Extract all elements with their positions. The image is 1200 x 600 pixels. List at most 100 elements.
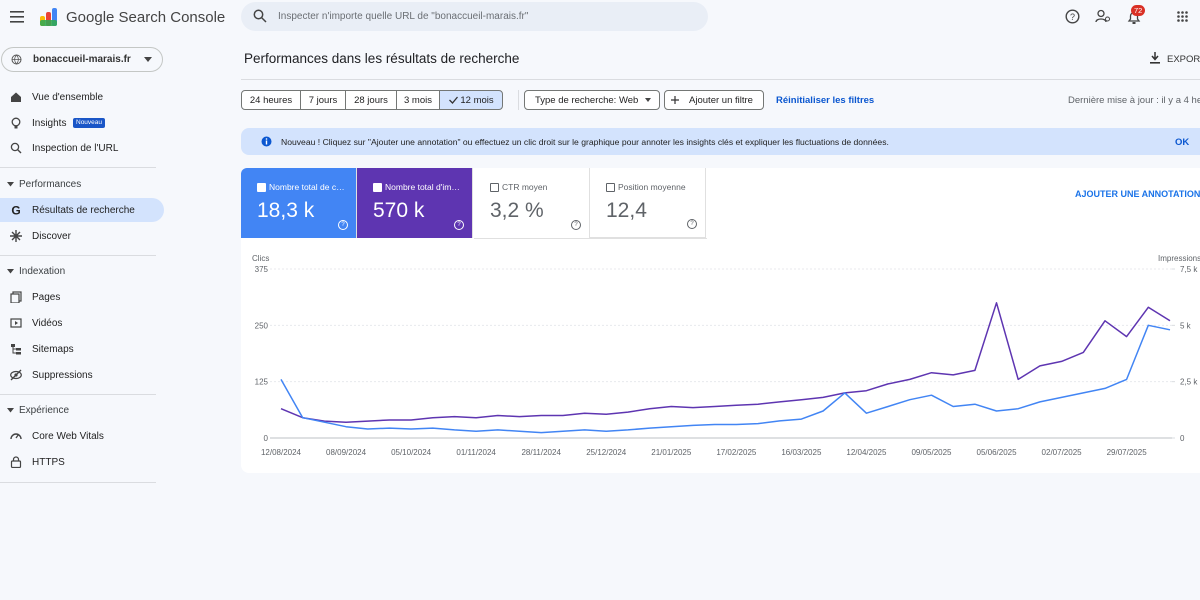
range-button-selected[interactable]: 12 mois	[439, 90, 503, 110]
help-icon[interactable]: ?	[1065, 9, 1080, 24]
nav-label: Vue d'ensemble	[32, 91, 104, 103]
series-line	[280, 302, 1171, 423]
page-title: Performances dans les résultats de reche…	[244, 51, 520, 66]
y2-axis-title: Impressions	[1158, 254, 1200, 263]
metric-card[interactable]: Nombre total d'im… 570 k?	[357, 168, 473, 238]
nav-section[interactable]: Indexation	[19, 266, 66, 277]
nav-item[interactable]: Pages	[0, 285, 164, 309]
divider	[474, 238, 707, 239]
check-icon	[449, 96, 458, 104]
nav-item[interactable]: Discover	[0, 224, 164, 248]
search-box[interactable]	[241, 2, 708, 31]
search-type-dropdown[interactable]: Type de recherche: Web	[524, 90, 660, 110]
x-tick-label: 28/11/2024	[521, 448, 561, 457]
dropdown-arrow	[144, 57, 152, 62]
notice-text: Nouveau ! Cliquez sur "Ajouter une annot…	[281, 137, 889, 147]
nav-item[interactable]: Vidéos	[0, 311, 164, 335]
x-tick-label: 01/11/2024	[456, 448, 496, 457]
notification-badge: 72	[1131, 5, 1146, 16]
export-icon[interactable]	[1150, 52, 1160, 64]
metric-label: Nombre total de c…	[269, 182, 345, 192]
collapse-arrow	[7, 269, 14, 274]
property-icon	[11, 54, 22, 65]
nav-label: Inspection de l'URL	[32, 142, 119, 154]
y2-tick-label: 2,5 k	[1180, 378, 1198, 387]
add-filter-button[interactable]: Ajouter un filtre	[664, 90, 764, 110]
y-tick-label: 125	[255, 378, 269, 387]
product-name: Google Search Console	[66, 9, 226, 26]
nav-item-selected[interactable]: G Résultats de recherche	[0, 198, 164, 222]
separator	[518, 90, 519, 110]
metric-card[interactable]: Nombre total de c… 18,3 k?	[241, 168, 357, 238]
nav-label: Insights	[32, 117, 67, 129]
export-button[interactable]: EXPORT	[1167, 54, 1200, 65]
y2-tick-label: 5 k	[1180, 321, 1192, 330]
x-tick-label: 12/08/2024	[261, 448, 302, 457]
x-tick-label: 25/12/2024	[586, 448, 627, 457]
collapse-arrow	[7, 408, 14, 413]
metric-card[interactable]: CTR moyen 3,2 %?	[474, 168, 590, 238]
add-annotation-link[interactable]: AJOUTER UNE ANNOTATION	[1075, 189, 1200, 199]
nav-item[interactable]: HTTPS	[0, 450, 164, 474]
x-tick-label: 21/01/2025	[651, 448, 692, 457]
y-tick-label: 250	[255, 321, 269, 330]
new-badge: Nouveau	[73, 118, 106, 128]
x-tick-label: 09/05/2025	[911, 448, 952, 457]
nav-item[interactable]: Sitemaps	[0, 337, 164, 361]
reset-filters-link[interactable]: Réinitialiser les filtres	[776, 95, 875, 106]
metric-label: Position moyenne	[618, 182, 686, 192]
nav-section[interactable]: Expérience	[19, 405, 70, 416]
property-selector[interactable]	[1, 47, 163, 72]
collapse-arrow	[7, 182, 14, 187]
divider	[0, 482, 156, 483]
nav-item[interactable]: Vue d'ensemble	[0, 85, 164, 109]
logo	[40, 8, 57, 26]
nav-item[interactable]: Suppressions	[0, 363, 164, 387]
users-icon[interactable]	[1095, 9, 1111, 24]
x-tick-label: 05/06/2025	[977, 448, 1018, 457]
search-placeholder: Inspecter n'importe quelle URL de "bonac…	[278, 11, 529, 22]
last-update: Dernière mise à jour : il y a 4 he	[1068, 95, 1200, 106]
svg-text:?: ?	[1070, 12, 1075, 22]
metric-value: 12,4	[606, 199, 647, 222]
menu-icon[interactable]	[10, 11, 24, 23]
info-icon	[261, 136, 272, 147]
metric-value: 3,2 %	[490, 199, 544, 222]
notice-ok[interactable]: OK	[1175, 137, 1190, 148]
nav-section[interactable]: Performances	[19, 179, 82, 190]
divider	[0, 394, 156, 395]
nav-label: Discover	[32, 230, 71, 242]
divider	[0, 255, 156, 256]
y-tick-label: 0	[264, 434, 269, 443]
nav-item[interactable]: Core Web Vitals	[0, 424, 164, 448]
metric-value: 18,3 k	[257, 199, 315, 222]
dropdown-arrow	[645, 98, 651, 102]
nav-item[interactable]: Insights	[0, 111, 164, 135]
x-tick-label: 05/10/2024	[391, 448, 432, 457]
divider	[0, 167, 156, 168]
svg-text:G: G	[11, 204, 20, 216]
y-axis-title: Clics	[252, 254, 269, 263]
metric-value: 570 k	[373, 199, 425, 222]
divider	[241, 79, 1200, 80]
plus-icon	[671, 96, 679, 104]
y2-tick-label: 7,5 k	[1180, 265, 1198, 274]
apps-icon[interactable]	[1177, 11, 1188, 22]
nav-label: Sitemaps	[32, 343, 74, 355]
nav-label: Vidéos	[32, 317, 63, 329]
y-tick-label: 375	[255, 265, 269, 274]
nav-label: Pages	[32, 291, 61, 303]
property-name: bonaccueil-marais.fr	[33, 54, 131, 65]
nav-label: Résultats de recherche	[32, 204, 135, 216]
notice-bar	[241, 128, 1200, 155]
nav-label: HTTPS	[32, 456, 65, 468]
series-line	[280, 324, 1171, 434]
search-icon	[253, 9, 267, 23]
metric-label: CTR moyen	[502, 182, 548, 192]
metric-card[interactable]: Position moyenne 12,4?	[590, 168, 706, 238]
nav-label: Suppressions	[32, 369, 93, 381]
nav-item[interactable]: Inspection de l'URL	[0, 136, 164, 160]
x-tick-label: 02/07/2025	[1042, 448, 1083, 457]
